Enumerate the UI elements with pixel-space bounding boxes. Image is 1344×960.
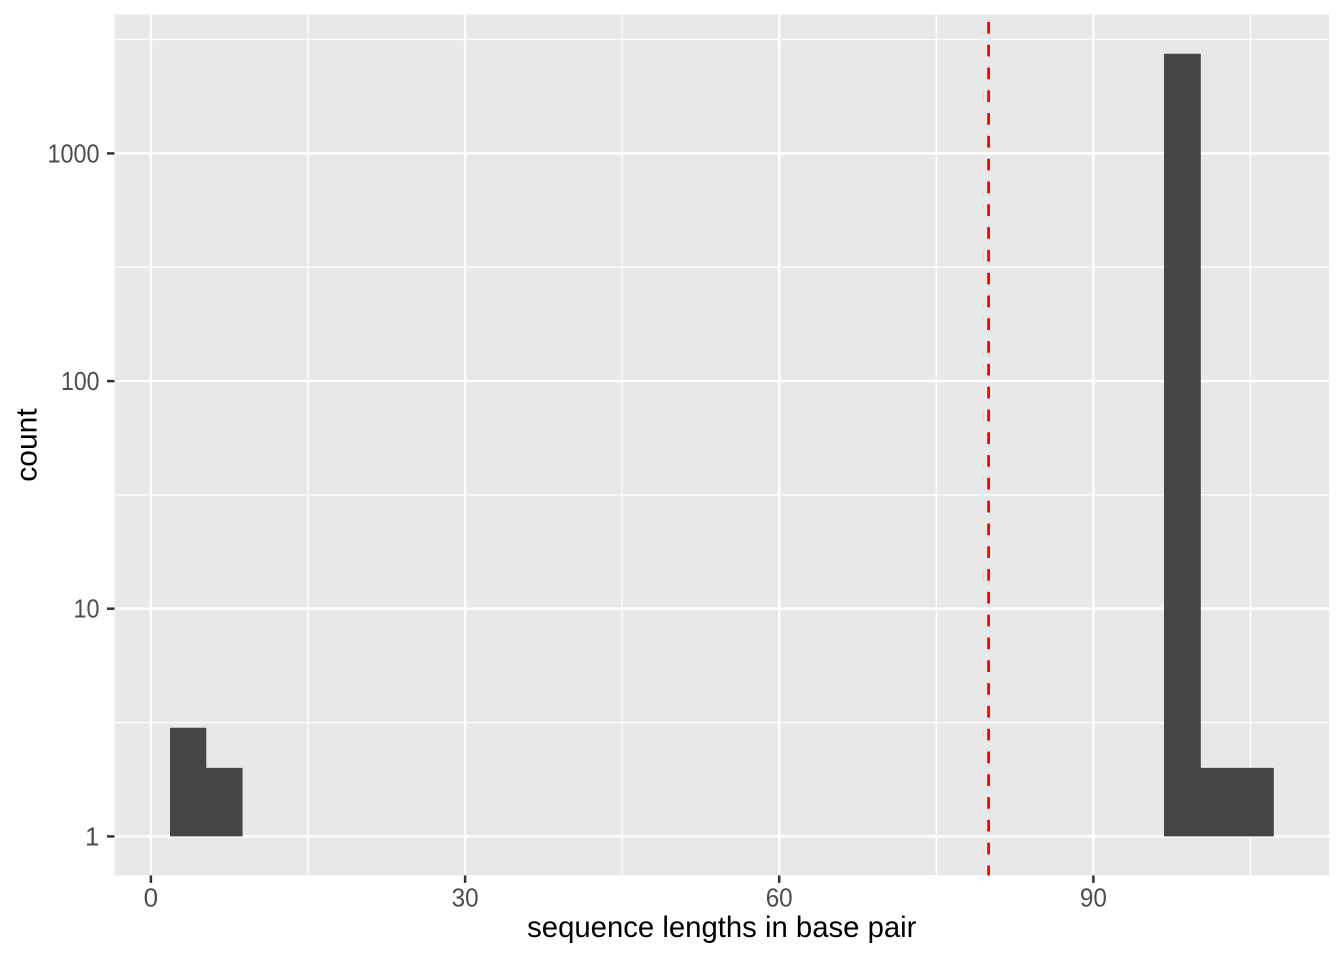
svg-text:0: 0 xyxy=(144,883,158,913)
svg-text:10: 10 xyxy=(74,594,100,624)
svg-text:count: count xyxy=(10,408,43,482)
svg-text:100: 100 xyxy=(61,366,100,396)
svg-text:90: 90 xyxy=(1080,883,1107,913)
svg-text:30: 30 xyxy=(452,883,479,913)
svg-text:1: 1 xyxy=(85,821,99,851)
svg-text:sequence lengths in base pair: sequence lengths in base pair xyxy=(527,911,917,944)
svg-text:60: 60 xyxy=(766,883,793,913)
svg-text:1000: 1000 xyxy=(48,138,100,168)
